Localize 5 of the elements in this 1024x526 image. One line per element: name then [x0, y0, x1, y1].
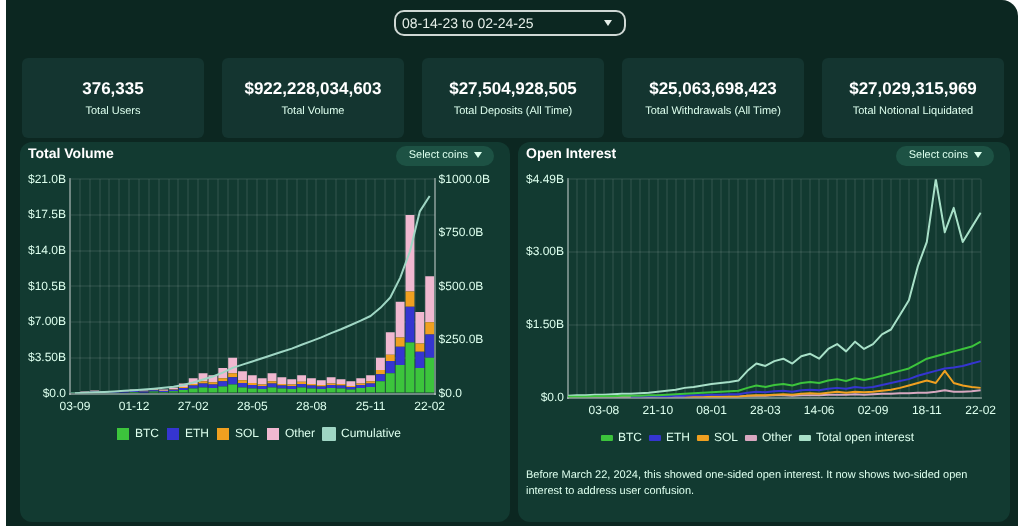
text: 376,335	[82, 78, 144, 98]
text: $922,228,034,603	[244, 78, 382, 98]
text: $27,504,928,505	[449, 78, 577, 98]
text: $25,063,698,423	[649, 78, 777, 98]
text: $27,029,315,969	[849, 78, 977, 98]
